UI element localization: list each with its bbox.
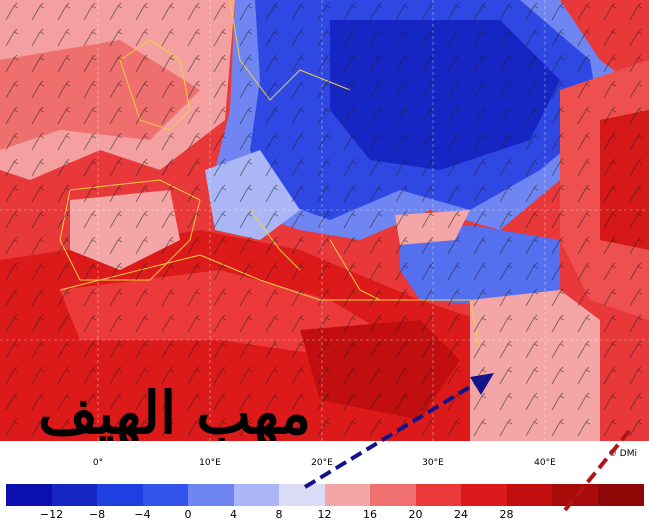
legend-tick-label: 12 — [317, 508, 332, 521]
legend-swatch — [97, 484, 143, 506]
arabic-title-overlay: مهب الهيف — [38, 379, 312, 447]
legend-tick-label: 20 — [408, 508, 423, 521]
longitude-axis: 0° 10°E 20°E 30°E 40°E © DMi — [0, 441, 649, 483]
credit-label: © DMi — [607, 449, 637, 459]
legend-swatch — [552, 484, 598, 506]
legend-swatch — [597, 484, 644, 506]
legend-swatch — [142, 484, 189, 506]
legend-tick-label: −4 — [134, 508, 151, 521]
temperature-map — [0, 0, 649, 441]
legend-swatch — [51, 484, 98, 506]
graticule — [0, 0, 649, 441]
lon-label-20e: 20°E — [311, 458, 333, 468]
legend-swatch — [6, 484, 52, 506]
legend-swatch — [324, 484, 371, 506]
legend-tick-label: −12 — [39, 508, 64, 521]
legend-swatch — [188, 484, 234, 506]
legend-swatch — [370, 484, 416, 506]
legend-tick-label: 16 — [363, 508, 377, 521]
map-canvas — [0, 0, 649, 441]
legend-tick-label: −8 — [88, 508, 106, 521]
lon-label-0: 0° — [92, 458, 104, 468]
lon-label-30e: 30°E — [422, 458, 444, 468]
legend-swatch — [461, 484, 507, 506]
legend-tick-label: 8 — [275, 508, 283, 521]
legend-swatch — [506, 484, 553, 506]
lon-label-40e: 40°E — [534, 458, 556, 468]
legend-swatch — [415, 484, 462, 506]
legend-swatch — [233, 484, 280, 506]
color-legend — [6, 484, 644, 506]
lon-label-10e: 10°E — [199, 458, 221, 468]
wind-barbs — [0, 0, 649, 441]
legend-tick-label: 28 — [499, 508, 514, 521]
legend-tick-label: 4 — [230, 508, 237, 521]
legend-swatch — [279, 484, 325, 506]
legend-tick-label: 0 — [184, 508, 192, 521]
legend-tick-label: 24 — [454, 508, 468, 521]
